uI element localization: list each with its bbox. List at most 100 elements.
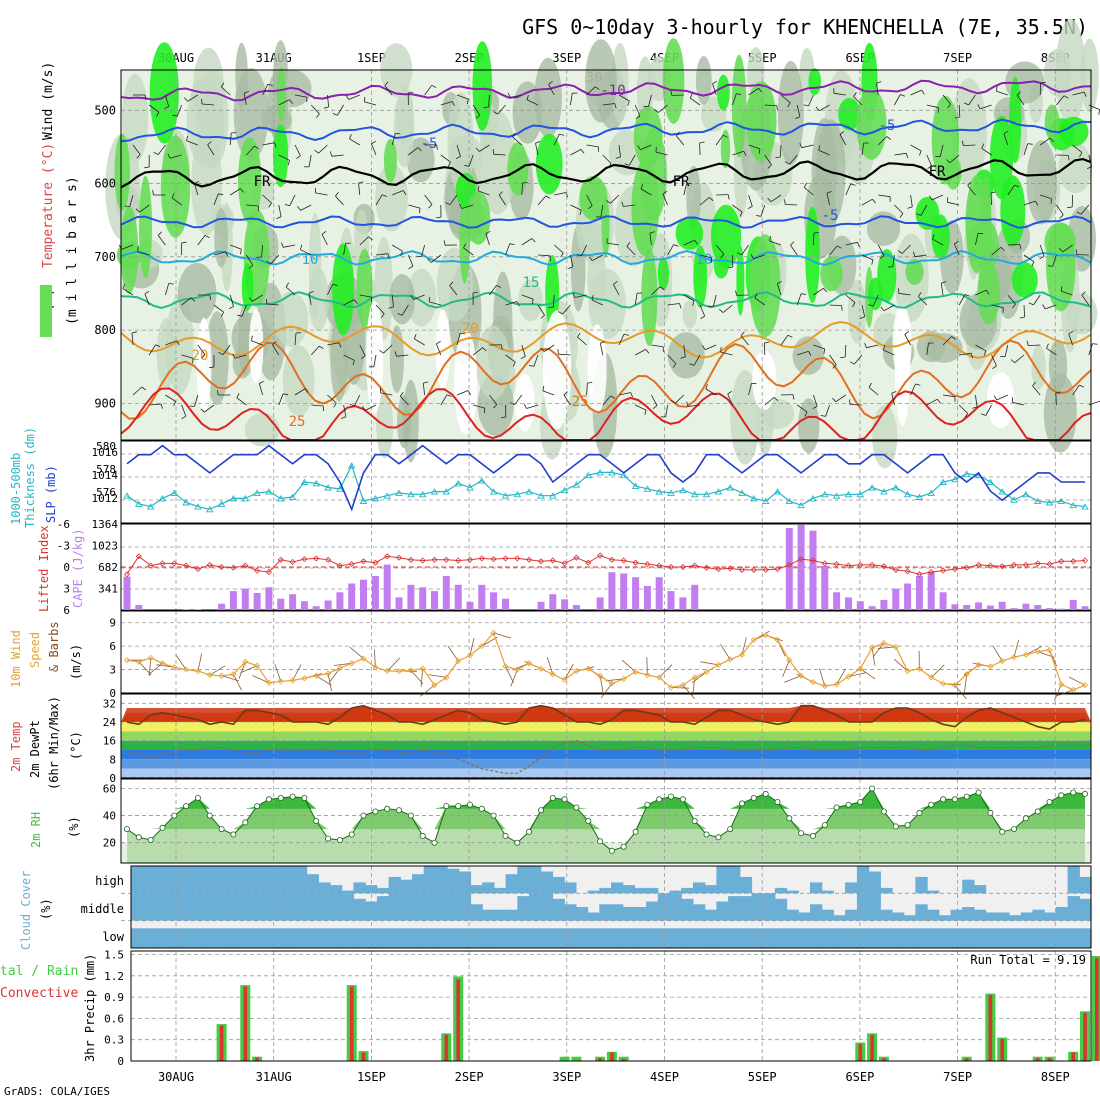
cloud-cell xyxy=(189,928,202,948)
wind-barb xyxy=(853,354,863,365)
wind-barb-flag xyxy=(607,163,612,168)
wind-barb-flag xyxy=(784,161,790,165)
wind-barb xyxy=(649,233,652,246)
wind-barb xyxy=(422,383,425,396)
wind-barb xyxy=(1023,200,1036,206)
wind-barb-flag xyxy=(360,355,366,360)
wind-barb-flag xyxy=(173,401,176,407)
cloud-cell xyxy=(868,928,881,948)
wind-barb xyxy=(883,349,895,356)
wind-barb-flag xyxy=(254,145,259,150)
cloud-cell xyxy=(739,876,753,894)
lifted-index-marker xyxy=(999,563,1006,570)
wind-barb xyxy=(732,204,743,213)
cloud-cell xyxy=(388,928,401,948)
wind-barb xyxy=(300,249,312,256)
wind-barb xyxy=(243,93,247,106)
surface-wind-barb xyxy=(386,657,400,672)
wind-barb xyxy=(780,144,782,158)
rh-marker xyxy=(585,818,592,825)
precip-convective-bar xyxy=(870,1034,874,1061)
lifted-index-marker xyxy=(526,556,533,563)
lifted-index-marker xyxy=(194,566,202,573)
cloud-cell xyxy=(915,876,928,894)
wind-barb-flag xyxy=(308,291,314,294)
wind-speed-marker xyxy=(1010,654,1018,661)
wind-barb xyxy=(813,344,825,350)
wind-barb xyxy=(383,344,393,354)
lifted-index-marker xyxy=(774,566,781,573)
rh-contour-shade xyxy=(261,105,292,134)
rh-humid-shade xyxy=(1044,222,1076,262)
cape-bar xyxy=(833,592,841,610)
wind-barb xyxy=(878,194,891,198)
cloud-cell xyxy=(341,890,354,894)
wind-barb xyxy=(674,394,685,404)
wind-barb-flag xyxy=(131,331,137,334)
wind-barb-flag xyxy=(804,411,808,417)
wind-barb-flag xyxy=(164,106,169,110)
rh-area-fill-mid xyxy=(127,788,1085,830)
wind-barb-flag xyxy=(204,235,210,239)
rh-marker xyxy=(348,831,355,838)
wind-barb xyxy=(261,244,263,258)
cloud-cell xyxy=(611,928,624,948)
rh-marker xyxy=(786,815,793,822)
wind-barb-flag xyxy=(970,353,973,359)
wind-barb xyxy=(537,195,547,206)
cloud-cell xyxy=(517,896,530,921)
surface-wind-barb xyxy=(420,684,435,697)
surface-wind-barb xyxy=(872,642,885,658)
wind-barb xyxy=(975,289,987,296)
wind-barb-flag xyxy=(137,246,139,252)
wind-barb xyxy=(1062,244,1073,253)
rh-marker xyxy=(206,812,213,819)
cloud-cell xyxy=(470,885,483,894)
date-label-bottom: 1SEP xyxy=(357,1070,386,1084)
rh-humid-shade xyxy=(931,214,950,260)
cloud-cell xyxy=(271,893,284,921)
wind-barb xyxy=(384,85,393,96)
lifted-index-line xyxy=(126,554,1086,575)
rh-marker xyxy=(632,828,639,835)
wind-barb-flag xyxy=(512,361,516,367)
slp-ylabel-a: 1000-500mb xyxy=(9,453,23,525)
cloud-cell xyxy=(927,890,940,894)
thickness-marker xyxy=(560,486,569,494)
rh-marker xyxy=(218,826,225,833)
surface-wind-barb xyxy=(670,687,690,689)
precip-convective-bar xyxy=(882,1058,886,1061)
lifted-index-marker xyxy=(218,563,225,571)
thickness-marker xyxy=(1010,496,1018,503)
thickness-marker xyxy=(738,489,746,496)
cloud-cell xyxy=(517,866,530,894)
wind-barb xyxy=(651,394,658,406)
wind-barb-flag xyxy=(251,335,253,341)
wind-speed-marker xyxy=(254,662,261,669)
slp-panel-frame xyxy=(120,440,1092,524)
rh-marker xyxy=(656,796,663,803)
wind-barb-flag xyxy=(447,161,451,167)
wind-barb-flag xyxy=(1055,391,1061,394)
wind-barb-flag xyxy=(144,290,150,295)
wind-barb xyxy=(337,104,344,116)
wind-speed-marker xyxy=(975,661,982,668)
pressure-tick-label: 500 xyxy=(94,103,116,117)
cloud-cell xyxy=(868,871,881,894)
wind-barb xyxy=(1023,304,1025,318)
rh-marker xyxy=(135,834,142,841)
thickness-marker xyxy=(123,492,131,499)
wind-barb-flag xyxy=(408,91,414,94)
wind-barb-flag xyxy=(606,200,611,204)
rh-marker xyxy=(833,804,840,811)
wind-barb-flag xyxy=(259,380,264,384)
wind-barb-flag xyxy=(801,293,807,295)
wind-barb-flag xyxy=(510,402,515,406)
wind-barb xyxy=(408,147,419,156)
wind-barb xyxy=(958,404,968,414)
rh-marker xyxy=(727,826,734,833)
precip-total-bar xyxy=(559,1056,570,1061)
wind-barb-flag xyxy=(1034,200,1039,206)
cloud-ylabel-unit: (%) xyxy=(39,898,53,920)
cloud-cell xyxy=(458,871,472,894)
